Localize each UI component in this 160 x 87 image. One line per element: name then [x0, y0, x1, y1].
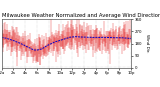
Text: Milwaukee Weather Normalized and Average Wind Direction (Last 24 Hours): Milwaukee Weather Normalized and Average… — [2, 13, 160, 18]
Y-axis label: Wind Dir.: Wind Dir. — [145, 34, 149, 53]
